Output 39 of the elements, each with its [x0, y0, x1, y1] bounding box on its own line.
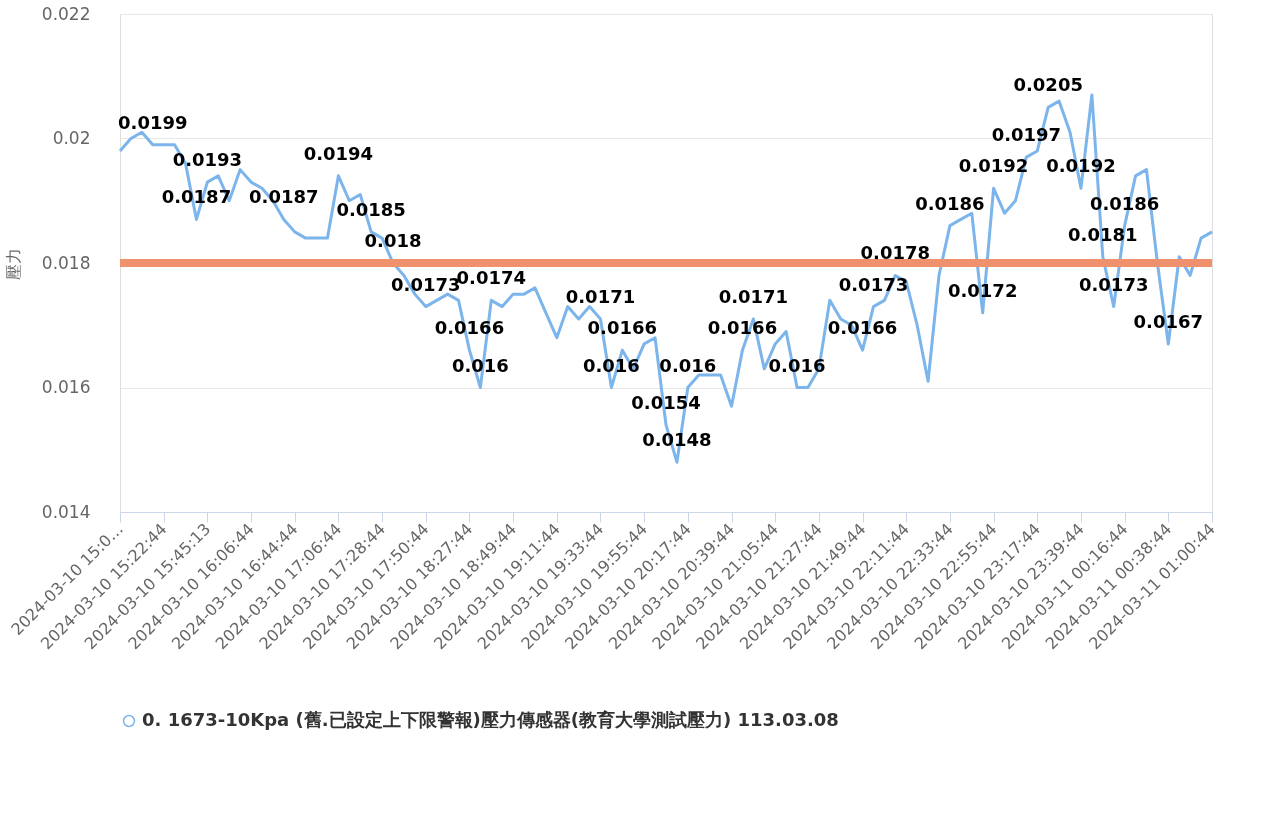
data-label: 0.0181	[1068, 223, 1138, 245]
data-label: 0.0192	[958, 155, 1029, 177]
data-label: 0.018	[364, 230, 422, 251]
y-tick-label: 0.02	[52, 128, 91, 148]
y-axis-title: 壓力	[3, 247, 23, 280]
line-series	[118, 93, 1214, 464]
data-label: 0.0166	[587, 317, 658, 339]
data-label: 0.0166	[434, 317, 505, 339]
data-label: 0.0172	[947, 279, 1018, 301]
data-label: 0.016	[768, 354, 826, 376]
data-label: 0.0186	[1089, 192, 1160, 214]
data-label: 0.0194	[303, 142, 374, 164]
data-label: 0.0187	[161, 186, 232, 208]
y-tick-label: 0.022	[41, 3, 91, 24]
y-tick-label: 0.016	[41, 377, 91, 397]
data-label: 0.0185	[336, 198, 406, 220]
data-label: 0.0173	[1078, 273, 1149, 295]
data-label: 0.0166	[707, 317, 778, 339]
data-label: 0.0197	[991, 124, 1062, 146]
data-label: 0.0167	[1133, 310, 1204, 332]
y-tick-label: 0.018	[41, 252, 91, 273]
data-label: 0.0171	[565, 286, 636, 308]
data-label: 0.0148	[642, 429, 712, 451]
data-label: 0.0186	[915, 192, 985, 214]
data-label: 0.0192	[1046, 155, 1116, 177]
data-label: 0.0173	[838, 273, 909, 295]
data-label: 0.0166	[827, 317, 898, 339]
data-label: 0.0178	[860, 242, 931, 264]
data-label: 0.0205	[1013, 74, 1083, 96]
legend-label: 0. 1673-10Kpa (舊.已設定上下限警報)壓力傳感器(教育大學測試壓力) 113.03.08	[142, 709, 839, 730]
data-label: 0.016	[451, 354, 509, 376]
data-label: 0.0171	[718, 286, 789, 308]
data-label: 0.016	[582, 354, 640, 376]
data-label: 0.0199	[118, 111, 188, 133]
data-label: 0.016	[659, 354, 717, 376]
data-label: 0.0187	[249, 186, 319, 208]
data-label: 0.0193	[172, 149, 243, 171]
y-tick-label: 0.014	[41, 501, 91, 522]
data-label: 0.0154	[631, 391, 701, 413]
